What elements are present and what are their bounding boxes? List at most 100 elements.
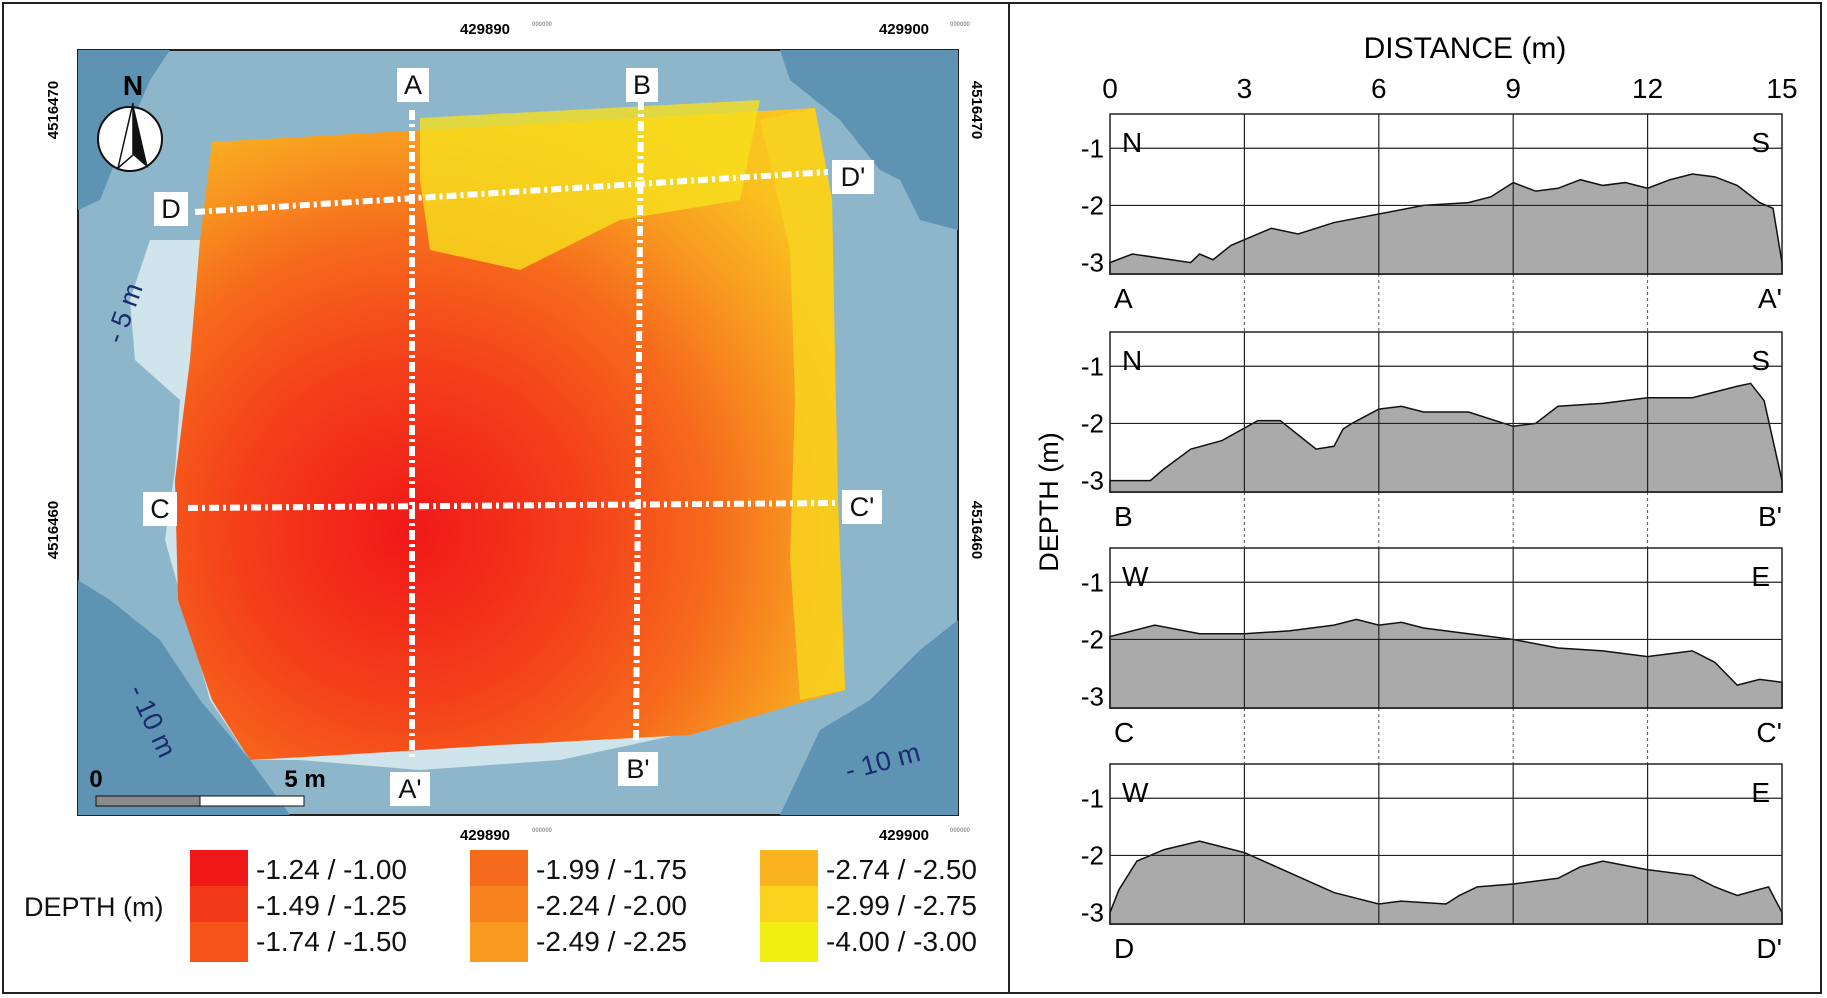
y-tick-label: -3: [1081, 466, 1104, 496]
x-tick-label: 0: [1102, 73, 1118, 104]
legend-item: -2.99 / -2.75: [760, 886, 977, 926]
label-c-prime: C': [850, 492, 875, 522]
direction-label-right: S: [1751, 127, 1770, 158]
legend-item: -1.74 / -1.50: [190, 922, 407, 962]
x-tick-top-2: 429900: [879, 21, 929, 38]
panel-divider: [1008, 2, 1010, 994]
legend-label: -4.00 / -3.00: [826, 926, 977, 957]
direction-label-right: E: [1751, 561, 1770, 592]
x-tick-label: 3: [1237, 73, 1253, 104]
profile-end-label: A': [1758, 283, 1782, 314]
legend-swatch: [760, 886, 818, 926]
profile-end-label: C': [1756, 717, 1782, 748]
label-d: D: [161, 194, 181, 224]
scale-bar: 0 5 m: [89, 766, 326, 807]
legend-label: -2.24 / -2.00: [536, 890, 687, 921]
label-box-b: [626, 68, 658, 102]
x-tick-bottom-2-sub: 000000: [950, 828, 971, 834]
label-b-prime: B': [626, 754, 649, 784]
label-box-d-prime: [832, 160, 874, 194]
y-tick-label: -1: [1081, 783, 1104, 813]
profile-panels: -1 -2 -3 N S A A' -1 -2 -3 N S B B' -1 -2 -3 W E C C' -1 -2 -3 W…: [1081, 113, 1783, 964]
x-tick-label: 6: [1371, 73, 1387, 104]
profile-lines: [187, 99, 839, 757]
profile-start-label: D: [1114, 933, 1134, 964]
profile-start-label: C: [1114, 717, 1134, 748]
y-axis-label: DEPTH (m): [1034, 432, 1064, 571]
legend-swatch: [760, 922, 818, 962]
y-tick-label: -2: [1081, 408, 1104, 438]
y-tick-right-2: 4516460: [968, 501, 985, 559]
y-tick-left-1: 4516470: [45, 81, 62, 139]
y-tick-label: -3: [1081, 898, 1104, 928]
legend-swatch: [760, 850, 818, 890]
profile-panel: -1 -2 -3 W E C C': [1081, 547, 1783, 748]
vertical-guides: [1243, 274, 1649, 764]
profile-line-c: [187, 500, 839, 511]
scale-zero: 0: [89, 766, 102, 793]
legend-label: -2.99 / -2.75: [826, 890, 977, 921]
label-box-d: [154, 192, 188, 226]
legend-item: -1.49 / -1.25: [190, 886, 407, 926]
label-box-c: [143, 492, 177, 526]
direction-label-left: W: [1122, 777, 1149, 808]
legend-swatch: [190, 922, 248, 962]
legend-item: -1.24 / -1.00: [190, 850, 407, 890]
legend-item: -2.74 / -2.50: [760, 850, 977, 890]
direction-label-left: W: [1122, 561, 1149, 592]
x-tick-labels: 0 3 6 9 12 15: [1102, 73, 1797, 104]
profile-start-label: B: [1114, 501, 1133, 532]
profile-panel: -1 -2 -3 W E D D': [1081, 763, 1783, 964]
legend-label: -2.74 / -2.50: [826, 854, 977, 885]
y-tick-label: -2: [1081, 190, 1104, 220]
label-a: A: [404, 70, 422, 100]
label-box-c-prime: [842, 490, 882, 524]
survey-area: [175, 108, 845, 760]
profile-area: [1109, 840, 1783, 925]
x-tick-label: 9: [1505, 73, 1521, 104]
north-arrow-needle-dark: [133, 103, 148, 168]
y-tick-label: -1: [1081, 133, 1104, 163]
profile-endpoint-labels: A B A' B' C C' D D': [143, 68, 882, 806]
scale-segment-2: [199, 795, 305, 807]
label-box-a: [397, 68, 429, 102]
legend-swatch: [470, 850, 528, 890]
x-tick-top-1: 429890: [460, 21, 510, 38]
profile-area: [1109, 382, 1783, 493]
profile-end-label: B': [1758, 501, 1782, 532]
x-tick-label: 12: [1632, 73, 1663, 104]
profile-area: [1109, 618, 1783, 709]
profile-end-label: D': [1756, 933, 1782, 964]
x-tick-label: 15: [1766, 73, 1797, 104]
shallow-fringe-top: [420, 100, 760, 270]
y-tick-label: -1: [1081, 351, 1104, 381]
scale-segment-1: [95, 795, 201, 807]
profile-panel: -1 -2 -3 N S A A': [1081, 113, 1783, 314]
direction-label-left: N: [1122, 127, 1142, 158]
legend-swatch: [190, 886, 248, 926]
x-tick-bottom-2: 429900: [879, 827, 929, 844]
bathymetric-map: A B A' B' C C' D D' - 5 m - 10 m - 10 m …: [45, 21, 985, 844]
x-tick-top-1-sub: 000000: [532, 22, 553, 28]
label-d-prime: D': [841, 162, 866, 192]
label-a-prime: A': [398, 774, 421, 804]
y-tick-right-1: 4516470: [968, 81, 985, 139]
deep-water-bottom-right: [780, 620, 958, 815]
direction-label-right: S: [1751, 345, 1770, 376]
profile-line-d: [194, 169, 829, 215]
legend-label: -2.49 / -2.25: [536, 926, 687, 957]
direction-label-left: N: [1122, 345, 1142, 376]
label-box-a-prime: [390, 772, 430, 806]
legend-item: -1.99 / -1.75: [470, 850, 687, 890]
x-tick-top-2-sub: 000000: [950, 22, 971, 28]
scale-five: 5 m: [284, 766, 325, 793]
y-tick-label: -3: [1081, 248, 1104, 278]
y-tick-label: -2: [1081, 840, 1104, 870]
y-tick-label: -2: [1081, 624, 1104, 654]
shallow-fringe-right: [760, 108, 845, 700]
deep-water-top-right: [780, 50, 958, 230]
legend-label: -1.24 / -1.00: [256, 854, 407, 885]
profile-panel: -1 -2 -3 N S B B': [1081, 331, 1783, 532]
x-coordinate-ticks: 429890 000000 429900 000000 429890 00000…: [460, 21, 971, 844]
